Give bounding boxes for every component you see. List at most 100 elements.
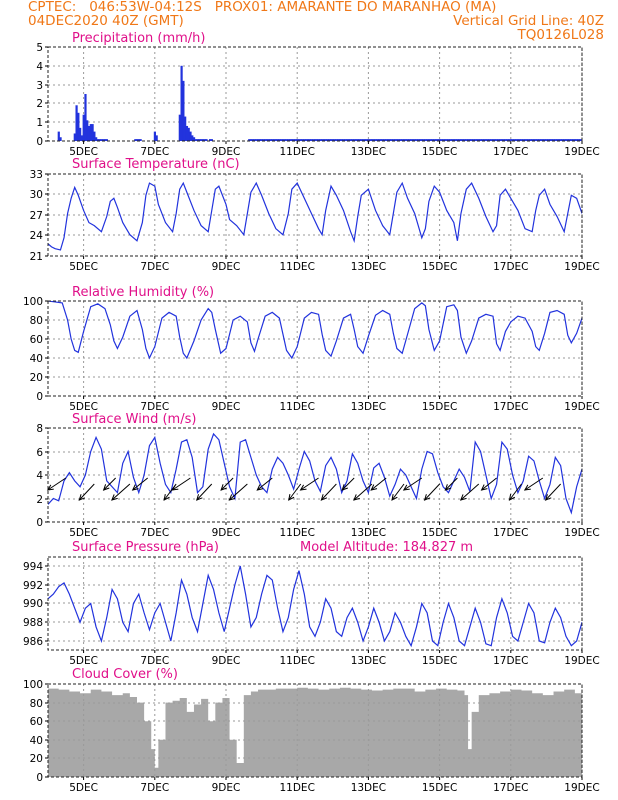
precip-bar <box>479 139 482 141</box>
precip-panel: 0 1 2 3 4 5 5DEC 7DEC 9DEC 11DEC 13DEC 15DEC 17DEC 19… <box>36 31 599 158</box>
precip-bar <box>575 139 578 141</box>
y-tick-label: 40 <box>30 735 43 747</box>
wind-arrow <box>544 483 562 501</box>
precip-bar <box>550 139 553 141</box>
precip-bar <box>292 139 295 141</box>
precip-bar <box>499 139 502 141</box>
precip-bar <box>134 139 137 141</box>
precip-bar <box>547 139 550 141</box>
x-tick-label: 9DEC <box>212 527 241 539</box>
y-tick-label: 0 <box>36 391 43 403</box>
humidity-panel: 0 20 40 60 80 100 5DEC 7DEC 9DEC 11DEC 13DEC 15DEC 1… <box>23 285 600 413</box>
y-tick-label: 21 <box>30 251 43 263</box>
wind-arrow <box>171 477 191 491</box>
y-tick-label: 27 <box>30 210 43 222</box>
x-tick-label: 5DEC <box>69 655 98 667</box>
precip-bar <box>419 139 422 141</box>
precip-bar <box>136 139 139 141</box>
precip-bar <box>497 139 500 141</box>
precip-bar <box>330 139 333 141</box>
precip-bar <box>532 139 536 141</box>
precip-bar <box>98 139 101 141</box>
precip-bar <box>182 80 185 141</box>
precip-bar <box>178 114 181 141</box>
precip-bar <box>436 139 440 141</box>
precip-bar <box>203 139 206 141</box>
precip-bar <box>283 139 286 141</box>
x-tick-label: 13DEC <box>351 527 386 539</box>
precip-bar <box>458 139 461 141</box>
precip-bar <box>333 139 336 141</box>
precip-bar <box>475 139 479 141</box>
x-tick-label: 5DEC <box>69 527 98 539</box>
precip-bar <box>260 139 263 141</box>
precip-bar <box>488 139 491 141</box>
precip-bar <box>376 139 379 141</box>
precip-bar <box>208 139 212 141</box>
precip-bar <box>201 139 205 141</box>
precip-bar <box>337 139 340 141</box>
x-tick-label: 13DEC <box>351 655 386 667</box>
precip-bar <box>370 139 374 141</box>
precip-bar <box>290 139 294 141</box>
precip-bar <box>381 139 384 141</box>
wind-arrow <box>320 483 337 501</box>
precip-bar <box>431 139 434 141</box>
precip-bar <box>328 139 331 141</box>
wind-frame <box>47 427 583 523</box>
y-tick-label: 2 <box>36 98 43 110</box>
y-tick-label: 5 <box>36 42 43 54</box>
precip-bar <box>100 139 103 141</box>
precip-bar <box>495 139 498 141</box>
precip-bar <box>86 120 89 141</box>
precip-bar <box>467 139 470 141</box>
precip-bar <box>545 139 548 141</box>
precip-bar <box>273 139 276 141</box>
wind-arrow <box>523 477 544 491</box>
cloud-cover-area <box>48 687 582 777</box>
wind-arrow <box>391 483 405 501</box>
precip-bar <box>395 139 399 141</box>
x-tick-label: 19DEC <box>564 655 599 667</box>
precip-bar <box>561 139 564 141</box>
precip-bar <box>534 139 537 141</box>
x-tick-label: 19DEC <box>564 782 599 794</box>
y-tick-label: 80 <box>30 315 43 327</box>
precip-bar <box>563 139 566 141</box>
y-tick-label: 992 <box>23 580 43 592</box>
precip-bar <box>82 114 85 141</box>
precip-bar <box>139 139 142 141</box>
y-tick-label: 100 <box>23 296 43 308</box>
precip-bar <box>472 139 475 141</box>
precip-bar <box>426 139 429 141</box>
x-tick-label: 9DEC <box>212 261 241 273</box>
precip-bar <box>465 139 468 141</box>
x-tick-label: 11DEC <box>279 401 314 413</box>
precip-bar <box>463 139 466 141</box>
precip-bar <box>579 139 582 141</box>
precip-bar <box>449 139 452 141</box>
precip-bar <box>338 139 342 141</box>
y-tick-label: 40 <box>30 353 43 365</box>
precip-bar <box>577 139 580 141</box>
precip-bar <box>401 139 404 141</box>
x-tick-label: 15DEC <box>422 655 457 667</box>
y-tick-label: 0 <box>36 772 43 784</box>
precip-bar <box>354 139 358 141</box>
precip-bar <box>271 139 274 141</box>
cloud-frame <box>47 683 583 778</box>
precip-bar <box>572 139 575 141</box>
x-tick-label: 13DEC <box>351 261 386 273</box>
precip-bar <box>508 139 511 141</box>
precip-bar <box>531 139 534 141</box>
precip-bar <box>486 139 489 141</box>
wind-arrow <box>402 477 423 491</box>
x-tick-label: 5DEC <box>69 146 98 158</box>
y-tick-label: 80 <box>30 698 43 710</box>
y-tick-label: 8 <box>36 423 43 435</box>
precip-bar <box>346 139 349 141</box>
precip-bar <box>573 139 577 141</box>
precip-bar <box>438 139 441 141</box>
precip-bar <box>265 139 269 141</box>
